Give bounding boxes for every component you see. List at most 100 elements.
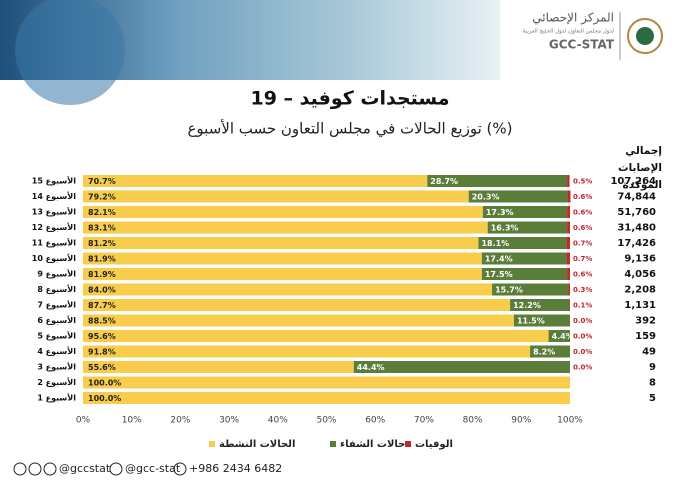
data-label: 28.7% bbox=[430, 177, 458, 186]
icon-instagram bbox=[43, 462, 57, 476]
bar-segment bbox=[83, 268, 482, 280]
data-label: 0.0% bbox=[573, 348, 592, 356]
icon-whatsapp bbox=[173, 462, 187, 476]
legend-swatch bbox=[209, 441, 215, 447]
bar-segment bbox=[568, 283, 570, 296]
y-tick-label: الأسبوع 11 bbox=[32, 238, 76, 248]
data-label: 12.2% bbox=[513, 301, 541, 310]
bar-segment bbox=[567, 206, 570, 218]
data-label: 55.6% bbox=[88, 363, 116, 372]
y-tick-label: الأسبوع 5 bbox=[37, 331, 76, 341]
legend-label: الوفيات bbox=[415, 439, 453, 450]
data-label: 0.0% bbox=[573, 317, 592, 325]
data-label: 81.9% bbox=[88, 255, 116, 264]
bar-segment bbox=[83, 237, 479, 249]
data-label: 95.6% bbox=[88, 332, 116, 341]
bar-segment bbox=[83, 361, 354, 373]
total-label: 8 bbox=[649, 378, 656, 389]
bar-segment bbox=[481, 252, 567, 265]
bar-segment bbox=[83, 206, 483, 218]
globe bbox=[15, 0, 125, 105]
data-label: 88.5% bbox=[88, 317, 116, 326]
total-label: 74,844 bbox=[617, 192, 656, 203]
x-tick-label: 90% bbox=[511, 416, 531, 426]
total-label: 9 bbox=[649, 362, 656, 373]
y-tick-label: الأسبوع 10 bbox=[32, 253, 76, 263]
y-tick-label: الأسبوع 1 bbox=[37, 393, 76, 403]
x-tick-label: 0% bbox=[76, 416, 91, 426]
data-label: 0.6% bbox=[573, 193, 592, 201]
total-label: 4,056 bbox=[624, 269, 656, 280]
data-label: 17.5% bbox=[485, 270, 513, 279]
bar-segment bbox=[83, 283, 493, 296]
bar-segment bbox=[530, 345, 570, 358]
total-label: 159 bbox=[635, 331, 656, 342]
data-label: 0.6% bbox=[573, 271, 592, 279]
bar-segment bbox=[487, 221, 568, 234]
bar-segment bbox=[492, 283, 569, 296]
x-tick-label: 70% bbox=[414, 416, 434, 426]
data-label: 100.0% bbox=[88, 394, 121, 403]
x-tick-label: 80% bbox=[463, 416, 483, 426]
icon-twitter bbox=[28, 462, 42, 476]
bar-segment bbox=[83, 299, 511, 311]
chart-title: مستجدات كوفيد – 19 bbox=[250, 88, 449, 110]
data-label: 15.7% bbox=[495, 286, 523, 295]
totals-header: إجمالي الإصابات المؤكدة bbox=[618, 145, 662, 191]
bar-segment bbox=[353, 361, 570, 373]
data-label: 11.5% bbox=[517, 317, 545, 326]
logo-ar: المركز الإحصائي bbox=[532, 11, 614, 26]
x-tick-label: 50% bbox=[316, 416, 336, 426]
data-label: 79.2% bbox=[88, 193, 116, 202]
x-tick-label: 60% bbox=[365, 416, 385, 426]
data-label: 70.7% bbox=[88, 177, 116, 186]
data-label: 0.1% bbox=[573, 302, 592, 310]
bar-segment bbox=[468, 190, 568, 203]
data-label: 44.4% bbox=[357, 363, 385, 372]
data-label: 8.2% bbox=[533, 348, 555, 357]
legend-label: الحالات النشطة bbox=[219, 439, 295, 450]
y-tick-label: الأسبوع 7 bbox=[37, 300, 76, 310]
data-label: 0.5% bbox=[573, 178, 592, 186]
total-label: 31,480 bbox=[617, 223, 656, 234]
bar-segment bbox=[83, 314, 514, 327]
logo-sub: لدول مجلس التعاون لدول الخليج العربية bbox=[523, 29, 615, 35]
legend-swatch bbox=[330, 441, 336, 447]
y-tick-label: الأسبوع 8 bbox=[37, 284, 76, 294]
data-label: 16.3% bbox=[491, 224, 519, 233]
data-label: 84.0% bbox=[88, 286, 116, 295]
bar-segment bbox=[566, 237, 570, 249]
data-label: 81.2% bbox=[88, 239, 116, 248]
total-label: 392 bbox=[635, 316, 656, 327]
y-tick-label: الأسبوع 13 bbox=[32, 207, 76, 217]
bar-segment bbox=[567, 268, 570, 280]
footer-handle: @gcc-stat bbox=[125, 462, 181, 475]
bar-segment bbox=[83, 345, 531, 358]
footer-phone: +986 2434 6482 bbox=[189, 462, 282, 475]
legend-swatch bbox=[405, 441, 411, 447]
total-label: 9,136 bbox=[624, 254, 656, 265]
bar-segment bbox=[427, 175, 568, 187]
bar-segment bbox=[548, 330, 570, 342]
data-label: 0.0% bbox=[573, 364, 592, 372]
y-tick-label: الأسبوع 6 bbox=[37, 315, 76, 325]
x-tick-label: 100% bbox=[557, 416, 583, 426]
total-label: 49 bbox=[642, 347, 656, 358]
x-tick-label: 40% bbox=[268, 416, 288, 426]
bar-segment bbox=[482, 206, 568, 218]
bar-segment bbox=[513, 314, 570, 327]
y-tick-label: الأسبوع 2 bbox=[37, 377, 76, 387]
bar-segment bbox=[83, 190, 469, 203]
logo-emblem-core bbox=[636, 27, 654, 45]
total-label: 5 bbox=[649, 393, 656, 404]
bar-segment bbox=[566, 252, 570, 265]
data-label: 100.0% bbox=[88, 379, 121, 388]
y-tick-label: الأسبوع 12 bbox=[32, 222, 76, 232]
bar-segment bbox=[83, 252, 482, 265]
data-label: 0.0% bbox=[573, 333, 592, 341]
bar-segment bbox=[510, 299, 570, 311]
total-label: 17,426 bbox=[617, 238, 656, 249]
data-label: 83.1% bbox=[88, 224, 116, 233]
